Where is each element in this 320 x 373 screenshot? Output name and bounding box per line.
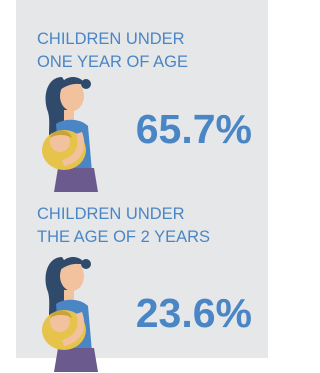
item-value: 23.6%: [136, 290, 252, 336]
infographic: CHILDREN UNDER ONE YEAR OF AGE 65.7% CHI…: [0, 0, 284, 373]
page: CHILDREN UNDER ONE YEAR OF AGE 65.7% CHI…: [0, 0, 284, 373]
item-label: CHILDREN UNDER: [37, 205, 185, 223]
item-label: CHILDREN UNDER: [37, 30, 185, 48]
item-label: ONE YEAR OF AGE: [37, 53, 188, 71]
item-value: 65.7%: [136, 106, 252, 152]
item-label: THE AGE OF 2 YEARS: [37, 228, 210, 246]
